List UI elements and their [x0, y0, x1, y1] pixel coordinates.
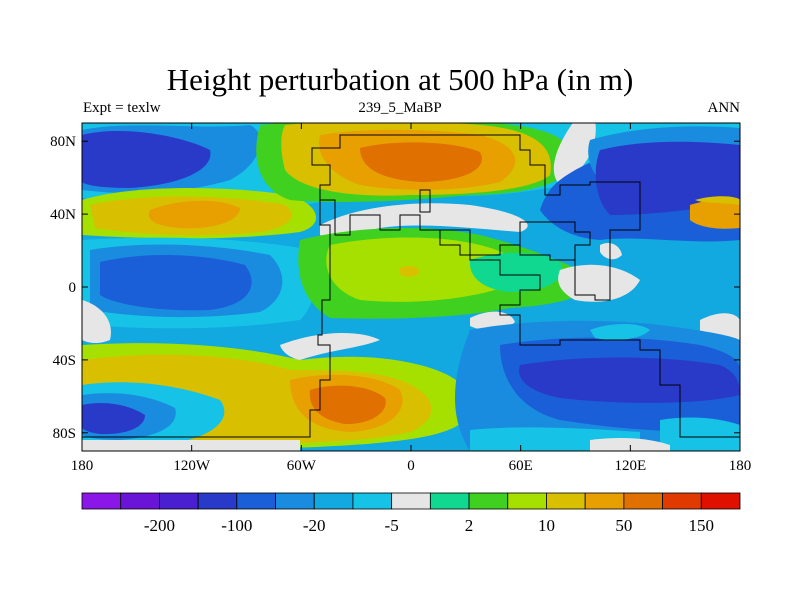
colorbar-swatch	[352, 492, 393, 510]
colorbar-label: -100	[221, 516, 252, 535]
colorbar-swatch	[275, 492, 315, 510]
colorbar-swatch	[81, 492, 122, 510]
x-tick-label: 60W	[287, 458, 317, 474]
x-tick-label: 180	[71, 458, 94, 474]
colorbar-label: 2	[465, 516, 474, 535]
colorbar-swatch	[236, 492, 276, 510]
axis-labels: 180 120W 60W 0 60E 120E 180 80N 40N 0 40S 80S	[50, 134, 751, 474]
y-tick-label: 80S	[53, 426, 76, 442]
x-tick-label: 120E	[614, 458, 646, 474]
colorbar-label: 50	[615, 516, 632, 535]
colorbar-swatch	[507, 492, 547, 510]
colorbar: -200 -100 -20 -5 2 10 50 150	[81, 492, 741, 535]
case-label: 239_5_MaBP	[358, 100, 442, 116]
colorbar-swatch	[391, 492, 431, 510]
axis-ticks	[81, 123, 741, 451]
colorbar-swatch	[623, 492, 663, 510]
colorbar-label: 10	[538, 516, 555, 535]
colorbar-swatch	[662, 492, 702, 510]
y-tick-label: 40N	[50, 207, 76, 223]
filled-contours	[82, 123, 740, 451]
y-tick-label: 40S	[53, 353, 76, 369]
season-label: ANN	[707, 100, 741, 116]
colorbar-swatch	[468, 492, 509, 510]
colorbar-label: -200	[144, 516, 175, 535]
x-tick-label: 180	[729, 458, 752, 474]
colorbar-label: -5	[385, 516, 399, 535]
colorbar-swatch	[120, 492, 160, 510]
y-tick-label: 80N	[50, 134, 76, 150]
y-tick-label: 0	[69, 280, 77, 296]
colorbar-swatch	[546, 492, 586, 510]
x-tick-label: 60E	[509, 458, 533, 474]
map-title: Height perturbation at 500 hPa (in m)	[166, 62, 634, 97]
x-tick-label: 0	[407, 458, 415, 474]
colorbar-swatch	[700, 492, 741, 510]
colorbar-swatch	[313, 492, 354, 510]
colorbar-swatch	[197, 492, 238, 510]
experiment-label: Expt = texlw	[83, 100, 161, 116]
colorbar-swatch	[584, 492, 625, 510]
x-tick-label: 120W	[173, 458, 211, 474]
colorbar-label: 150	[689, 516, 715, 535]
continent-outlines	[82, 134, 740, 438]
colorbar-swatch	[159, 492, 199, 510]
colorbar-swatch	[429, 492, 470, 510]
colorbar-label: -20	[303, 516, 326, 535]
